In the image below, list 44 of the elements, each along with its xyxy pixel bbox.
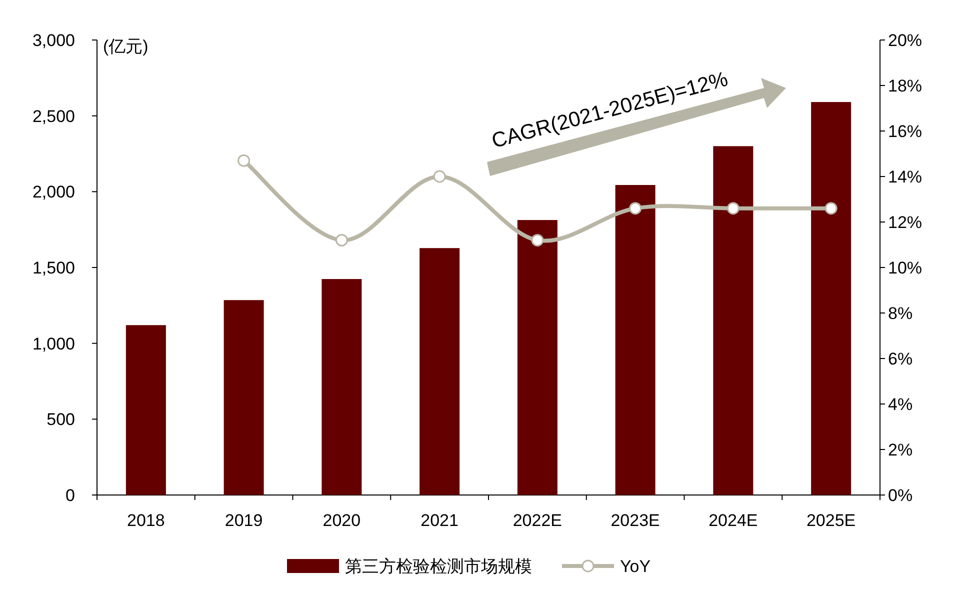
y2-tick-label: 2% [888,440,913,460]
y-tick-label: 3,000 [32,31,75,50]
y2-tick-label: 6% [888,350,913,368]
y2-tick-label: 10% [888,258,922,278]
bar [420,248,460,495]
y2-tick-label: 0% [888,486,913,505]
point [433,170,446,183]
point [824,202,838,215]
point [629,202,642,215]
bar [322,279,362,495]
y-axis-title: (亿元) [103,37,148,56]
x-tick-label: 2024E [708,511,758,530]
point [335,234,348,246]
x-tick-label: 2025E [806,511,856,530]
bar [126,325,166,495]
legend-label: YoY [620,557,651,576]
bar [713,146,754,495]
legend-label: 第三方检验检测市场规模 [345,557,532,576]
x-tick-label: 2021 [420,511,458,530]
y2-tick-label: 20% [888,31,922,50]
y2-tick-label: 12% [888,213,922,232]
y2-tick-label: 18% [888,76,922,96]
x-tick-label: 2018 [127,511,165,530]
point [726,202,740,215]
y-tick-label: 1,000 [32,334,75,354]
y2-tick-label: 16% [888,122,922,141]
x-tick-label: 2022E [512,511,562,530]
bar [517,220,558,495]
x-tick-label: 2019 [224,511,263,530]
x-tick-label: 2023E [610,511,660,530]
y-tick-label: 0 [66,486,75,505]
y-tick-label: 1,500 [32,258,75,278]
bar [811,102,852,495]
y2-tick-label: 14% [888,168,922,186]
y2-tick-label: 8% [888,304,913,323]
y-tick-label: 2,500 [32,106,75,126]
y2-tick-label: 4% [888,395,913,414]
bar [224,300,264,495]
point [238,154,250,167]
y-tick-label: 2,000 [32,182,75,202]
bar [615,184,656,495]
point [531,234,544,246]
x-tick-label: 2020 [322,511,361,530]
y-tick-label: 500 [46,410,75,430]
